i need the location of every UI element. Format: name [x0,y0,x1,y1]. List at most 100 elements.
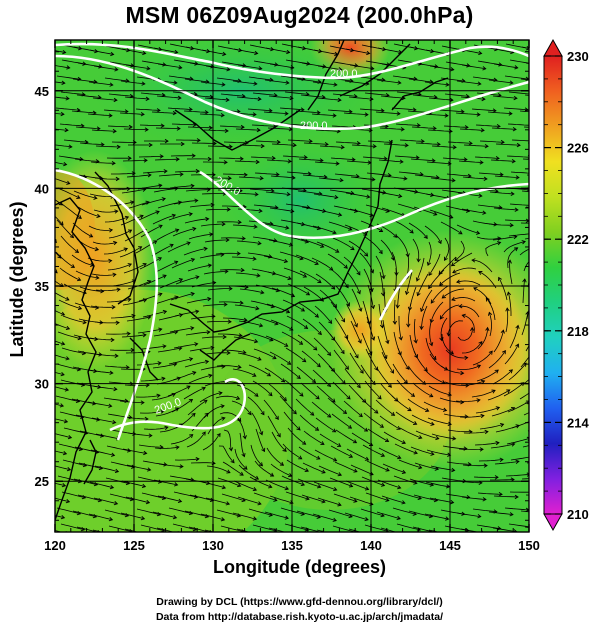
streamline [330,157,355,161]
streamline-arrowhead [396,425,401,430]
streamline-arrowhead [426,261,431,267]
streamline-arrowhead [353,468,358,473]
streamline [457,192,482,197]
streamline-arrowhead [252,112,257,117]
streamline-arrowhead [356,141,361,146]
streamline-arrowhead [385,467,390,472]
streamline-arrowhead [112,272,117,277]
streamline [265,335,288,347]
streamline [414,174,439,178]
streamline [75,270,99,279]
streamline [521,190,529,192]
streamline [252,92,277,96]
streamline-arrowhead [364,486,370,491]
streamline [63,427,88,434]
streamline [119,246,142,258]
streamline [154,158,180,161]
streamline [233,48,258,54]
streamline [443,413,468,417]
streamline [454,240,465,261]
streamline [87,257,112,262]
streamline [519,392,529,400]
streamline-arrowhead [509,223,514,228]
streamline [299,414,319,431]
streamline-arrowhead [177,498,183,504]
streamline-arrowhead [332,517,337,522]
streamline-arrowhead [163,169,168,174]
streamline [316,241,339,253]
streamline-arrowhead [506,389,511,394]
streamline [172,523,197,531]
streamline [396,235,409,257]
streamline [360,220,383,232]
streamline [216,77,241,82]
streamline [254,460,274,477]
streamline [284,523,309,531]
streamline [79,430,104,437]
streamline-arrowhead [378,249,383,255]
streamline [139,124,165,127]
streamline-arrowhead [207,263,213,268]
streamline-arrowhead [299,340,304,345]
streamline [93,353,118,357]
streamline-arrowhead [93,79,98,85]
streamline [219,412,242,422]
colorbar-tick-label: 226 [567,141,589,156]
streamline [299,270,322,283]
streamline [504,507,529,511]
streamline [74,158,99,162]
streamline-arrowhead [401,500,406,505]
streamline-arrowhead [172,110,177,116]
streamline-arrowhead [321,499,326,504]
streamline-arrowhead [190,291,195,297]
colorbar-max-triangle [543,38,563,57]
streamline [232,224,257,228]
streamline [327,397,347,414]
streamline-arrowhead [514,207,519,212]
streamline-arrowhead [366,50,371,56]
streamline [55,292,69,301]
streamline [378,159,403,163]
streamline [268,239,293,246]
streamline [122,159,148,162]
streamline [153,331,178,337]
streamline-arrowhead [387,383,392,388]
streamline [329,333,345,354]
streamline-arrowhead [563,210,566,214]
streamline-arrowhead [379,324,385,329]
streamline-arrowhead [190,183,195,189]
streamline-arrowhead [536,385,540,388]
streamline-arrowhead [162,274,167,279]
streamline [235,128,261,131]
streamline-arrowhead [320,441,325,445]
streamline-arrowhead [223,160,228,165]
streamline [77,494,102,502]
streamline [303,286,324,302]
streamline [428,529,440,532]
streamline-arrowhead [313,346,318,351]
streamline [199,254,224,259]
streamline-arrowhead [316,110,321,115]
streamline [204,97,229,101]
streamline-arrowhead [379,423,385,428]
streamline-arrowhead [452,436,457,441]
streamline [55,96,69,99]
streamline [58,299,82,310]
x-tick-label: 125 [123,538,145,553]
streamline [509,325,519,349]
streamline [295,398,314,416]
streamline-arrowhead [353,323,358,328]
streamline [284,379,304,397]
streamline [89,337,114,341]
streamline-arrowhead [272,355,277,360]
streamline [169,327,194,333]
streamline [152,214,176,225]
streamline [314,161,339,165]
streamline-arrowhead [478,193,483,198]
streamline-arrowhead [404,143,409,148]
streamline-arrowhead [124,398,129,404]
streamline [317,209,342,216]
streamline [392,75,417,80]
streamline [504,75,529,80]
streamline-arrowhead [174,49,179,55]
